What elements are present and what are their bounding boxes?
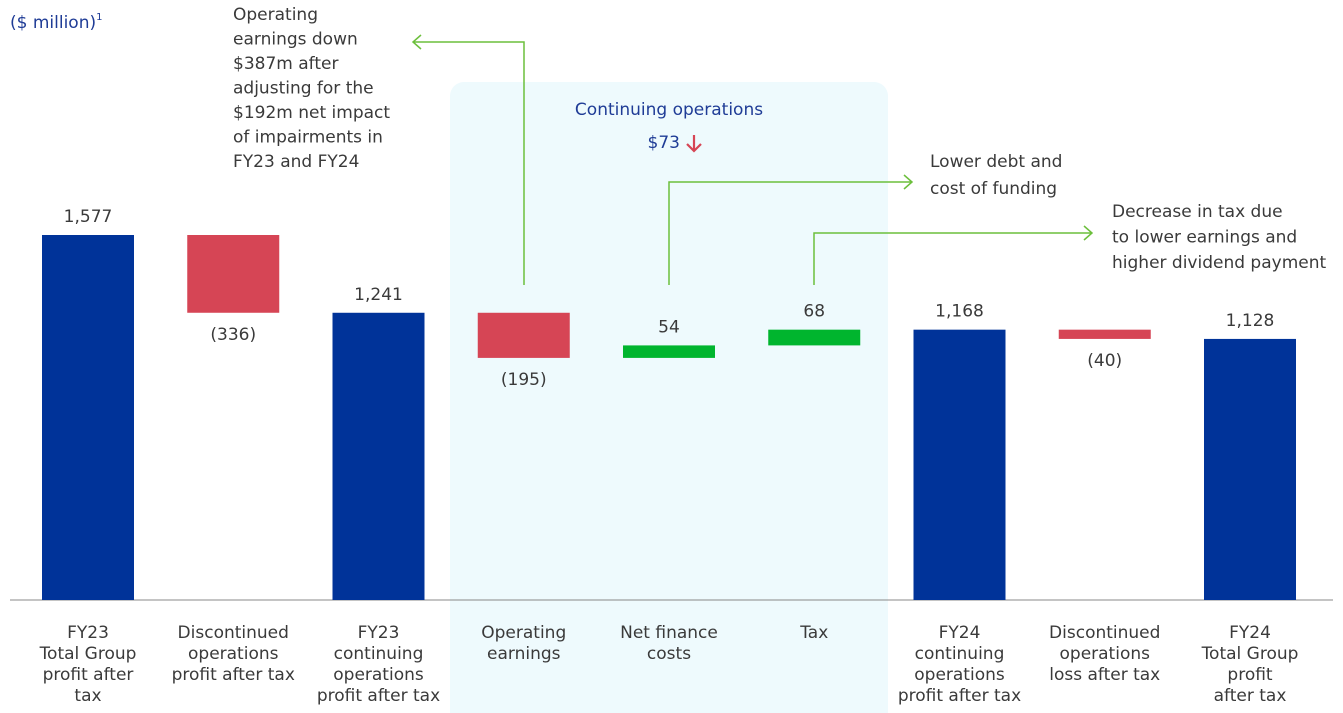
- bar: [623, 345, 715, 358]
- data-label: 1,241: [354, 285, 403, 305]
- x-tick-label: FY23: [67, 623, 109, 643]
- x-tick-label: after tax: [1214, 686, 1287, 706]
- x-tick-label: continuing: [915, 644, 1005, 664]
- bar: [1204, 338, 1296, 600]
- x-tick-label: loss after tax: [1049, 665, 1160, 685]
- x-tick-label: profit after tax: [898, 686, 1021, 706]
- unit-label: ($ million)1: [10, 12, 103, 33]
- data-label: 68: [803, 302, 825, 322]
- annotation: to lower earnings and: [1112, 228, 1297, 248]
- x-tick-label: Tax: [799, 623, 828, 643]
- data-label: 1,168: [935, 302, 984, 322]
- data-label: 1,128: [1226, 311, 1275, 331]
- x-tick-label: FY24: [939, 623, 981, 643]
- x-tick-label: tax: [74, 686, 101, 706]
- x-tick-label: profit after tax: [317, 686, 440, 706]
- bar: [187, 235, 280, 313]
- bar: [768, 329, 861, 346]
- annotation-arrow: [668, 174, 914, 285]
- x-tick-label: operations: [914, 665, 1005, 685]
- annotation: earnings down: [233, 30, 358, 50]
- x-tick-label: profit after tax: [172, 665, 295, 685]
- bar: [332, 312, 425, 600]
- data-label: (40): [1087, 351, 1122, 371]
- annotation-arrow: [813, 225, 1094, 285]
- data-label: (195): [501, 370, 547, 390]
- annotation: cost of funding: [930, 179, 1057, 199]
- x-tick-label: Operating: [481, 623, 566, 643]
- x-tick-label: Discontinued: [178, 623, 289, 643]
- x-tick-label: costs: [647, 644, 691, 664]
- annotation-arrow: [411, 34, 525, 285]
- annotation: $387m after: [233, 54, 338, 74]
- x-tick-label: Net finance: [620, 623, 718, 643]
- x-tick-label: profit after: [43, 665, 134, 685]
- group-value: $73: [648, 133, 680, 153]
- x-tick-label: operations: [188, 644, 279, 664]
- annotation: higher dividend payment: [1112, 253, 1326, 273]
- x-tick-label: profit: [1227, 665, 1273, 685]
- x-tick-label: Total Group: [1201, 644, 1299, 664]
- data-label: 1,577: [64, 207, 113, 227]
- x-tick-label: FY23: [358, 623, 400, 643]
- data-label: 54: [658, 317, 680, 337]
- x-tick-label: Total Group: [39, 644, 137, 664]
- annotation: $192m net impact: [233, 103, 390, 123]
- x-tick-label: operations: [1060, 644, 1151, 664]
- group-title: Continuing operations: [575, 100, 763, 120]
- annotation: FY23 and FY24: [233, 152, 359, 172]
- annotation: Decrease in tax due: [1112, 202, 1283, 222]
- x-tick-label: Discontinued: [1049, 623, 1160, 643]
- bar: [913, 329, 1006, 600]
- footnote-mark: 1: [96, 12, 102, 23]
- bar: [42, 235, 134, 600]
- group-box: [450, 82, 888, 713]
- bar: [1058, 329, 1151, 339]
- annotation: adjusting for the: [233, 79, 374, 99]
- x-tick-label: operations: [333, 665, 424, 685]
- x-tick-label: continuing: [334, 644, 424, 664]
- x-tick-label: earnings: [487, 644, 561, 664]
- annotation: Lower debt and: [930, 152, 1062, 172]
- annotation: of impairments in: [233, 128, 383, 148]
- data-label: (336): [210, 325, 256, 345]
- unit-text: ($ million): [10, 13, 96, 33]
- bar: [477, 312, 570, 358]
- annotation: Operating: [233, 5, 318, 25]
- down-arrow: [686, 135, 702, 153]
- x-tick-label: FY24: [1229, 623, 1271, 643]
